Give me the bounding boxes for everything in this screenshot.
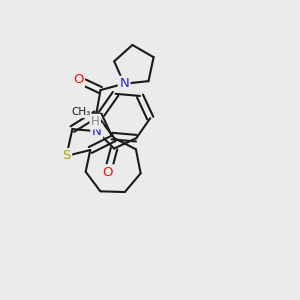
Text: CH₃: CH₃ — [71, 107, 90, 117]
Text: S: S — [62, 149, 70, 163]
Text: O: O — [103, 166, 113, 179]
Text: N: N — [92, 125, 102, 138]
Text: H: H — [91, 115, 100, 128]
Text: O: O — [73, 73, 84, 86]
Text: N: N — [119, 77, 129, 90]
